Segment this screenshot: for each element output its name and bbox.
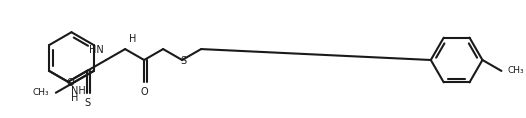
Text: S: S bbox=[84, 98, 90, 108]
Text: O: O bbox=[140, 87, 148, 97]
Text: S: S bbox=[180, 56, 186, 66]
Text: H: H bbox=[71, 93, 78, 103]
Text: CH₃: CH₃ bbox=[508, 66, 524, 75]
Text: NH: NH bbox=[71, 86, 86, 96]
Text: HN: HN bbox=[89, 45, 104, 55]
Text: CH₃: CH₃ bbox=[32, 88, 49, 97]
Text: O: O bbox=[66, 78, 74, 88]
Text: H: H bbox=[129, 34, 136, 44]
